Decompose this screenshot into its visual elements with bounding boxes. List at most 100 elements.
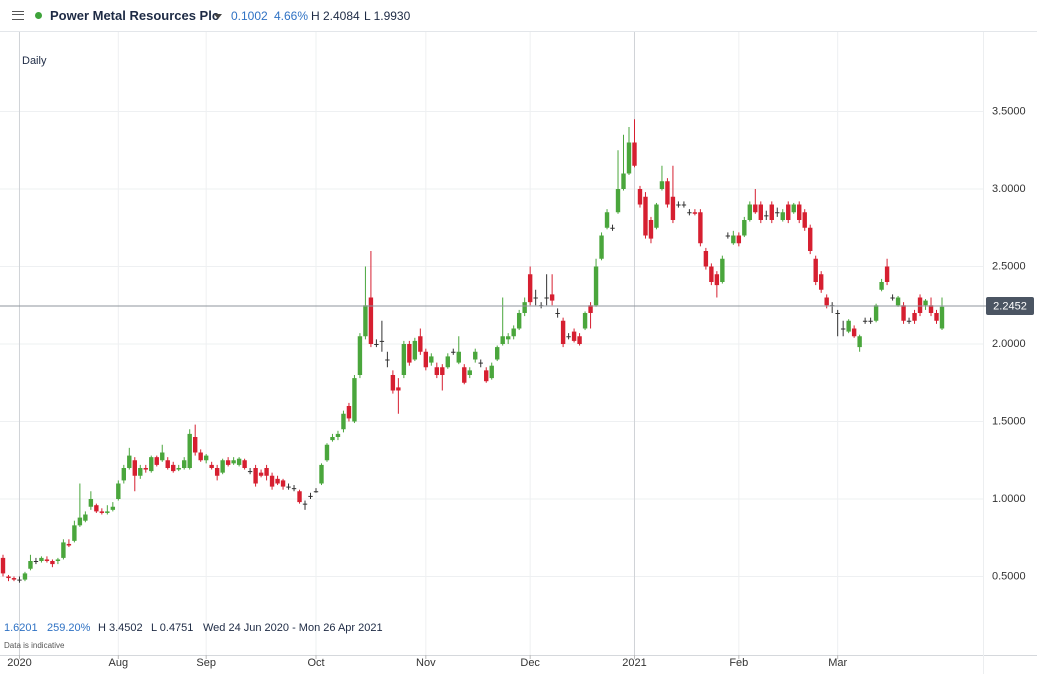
candle-body	[253, 468, 258, 484]
candle-body	[396, 387, 401, 391]
candle-body	[769, 204, 774, 220]
candle-body	[264, 468, 269, 476]
period-range: Wed 24 Jun 2020 - Mon 26 Apr 2021	[203, 622, 383, 634]
candle-body	[138, 468, 143, 476]
candle-body	[330, 437, 335, 441]
candle-body	[127, 455, 132, 468]
candle-body	[401, 344, 407, 375]
candle-body	[566, 336, 571, 338]
period-low: L 0.4751	[151, 622, 194, 634]
candle-body	[83, 514, 88, 521]
candle-body	[555, 313, 560, 314]
candle-body	[99, 511, 105, 513]
candle-body	[286, 486, 291, 488]
menu-icon[interactable]	[12, 11, 24, 20]
candle-body	[544, 297, 549, 299]
candle-body	[368, 297, 374, 344]
candle-body	[225, 460, 231, 465]
candle-body	[456, 351, 461, 363]
candle-body	[659, 181, 665, 189]
instrument-title[interactable]: Power Metal Resources Plc	[50, 8, 220, 23]
candle-body	[923, 300, 928, 306]
candle-body	[50, 561, 55, 565]
candle-body	[775, 212, 780, 214]
candle-body	[884, 266, 890, 282]
candle-body	[28, 561, 33, 569]
candle-body	[192, 437, 198, 453]
candle-body	[939, 306, 945, 329]
candle-body	[269, 475, 275, 487]
candle-body	[11, 578, 17, 580]
candle-body	[522, 302, 527, 313]
candle-body	[291, 488, 297, 490]
candle-body	[571, 331, 577, 341]
header-bar: Power Metal Resources Plc 0.1002 4.66% H…	[0, 0, 1037, 32]
candle-body	[868, 320, 873, 322]
candle-body	[429, 356, 434, 363]
candle-body	[412, 340, 418, 360]
candle-body	[6, 576, 11, 579]
candle-body	[670, 196, 676, 220]
period-high: H 3.4502	[98, 622, 143, 634]
x-tick-label: 2021	[622, 657, 646, 669]
candle-body	[418, 336, 423, 352]
candle-body	[467, 370, 472, 375]
y-tick-label: 3.0000	[992, 183, 1026, 195]
x-tick-label: Sep	[196, 657, 216, 669]
candle-body	[280, 480, 286, 487]
candle-body	[527, 274, 533, 303]
candle-body	[758, 204, 763, 220]
last-price-label: 2.2452	[993, 300, 1027, 312]
candle-body	[648, 220, 654, 239]
candle-body	[319, 464, 324, 484]
candle-body	[440, 367, 445, 375]
candle-body	[533, 297, 538, 299]
candle-body	[934, 313, 939, 321]
candle-body	[61, 542, 66, 558]
candle-body	[928, 305, 934, 313]
candle-body	[654, 204, 659, 228]
candle-body	[357, 336, 363, 375]
candle-body	[313, 491, 319, 493]
x-tick-label: Nov	[416, 657, 436, 669]
candle-body	[780, 212, 785, 220]
candle-body	[687, 212, 692, 214]
x-tick-label: Aug	[109, 657, 129, 669]
candle-body	[610, 227, 615, 229]
candle-body	[423, 351, 429, 368]
candle-body	[462, 367, 467, 383]
candle-body	[55, 559, 61, 561]
candle-body	[747, 204, 753, 220]
change: 0.1002	[231, 9, 268, 23]
candle-body	[187, 433, 192, 468]
candle-body	[203, 455, 209, 461]
candle-body	[857, 336, 862, 348]
candle-body	[505, 336, 511, 340]
candle-body	[451, 351, 456, 353]
candle-body	[621, 173, 626, 189]
candle-body	[72, 525, 77, 541]
candle-body	[335, 433, 341, 437]
candle-body	[725, 235, 731, 237]
candle-body	[593, 266, 599, 306]
y-tick-label: 3.5000	[992, 105, 1026, 117]
candle-body	[676, 204, 681, 206]
dropdown-caret[interactable]	[214, 14, 222, 19]
x-tick-label: Oct	[307, 657, 324, 669]
candle-body	[851, 328, 857, 337]
candle-body	[198, 452, 203, 461]
candle-body	[692, 212, 698, 214]
candle-body	[626, 142, 632, 174]
candle-body	[753, 204, 758, 213]
y-tick-label: 0.5000	[992, 570, 1026, 582]
candle-body	[77, 517, 83, 526]
candle-body	[720, 258, 725, 282]
candle-body	[764, 215, 769, 217]
candle-body	[681, 204, 687, 206]
candle-body	[835, 313, 840, 314]
y-tick-label: 1.5000	[992, 415, 1026, 427]
candle-body	[258, 472, 264, 476]
candle-body	[632, 142, 637, 166]
